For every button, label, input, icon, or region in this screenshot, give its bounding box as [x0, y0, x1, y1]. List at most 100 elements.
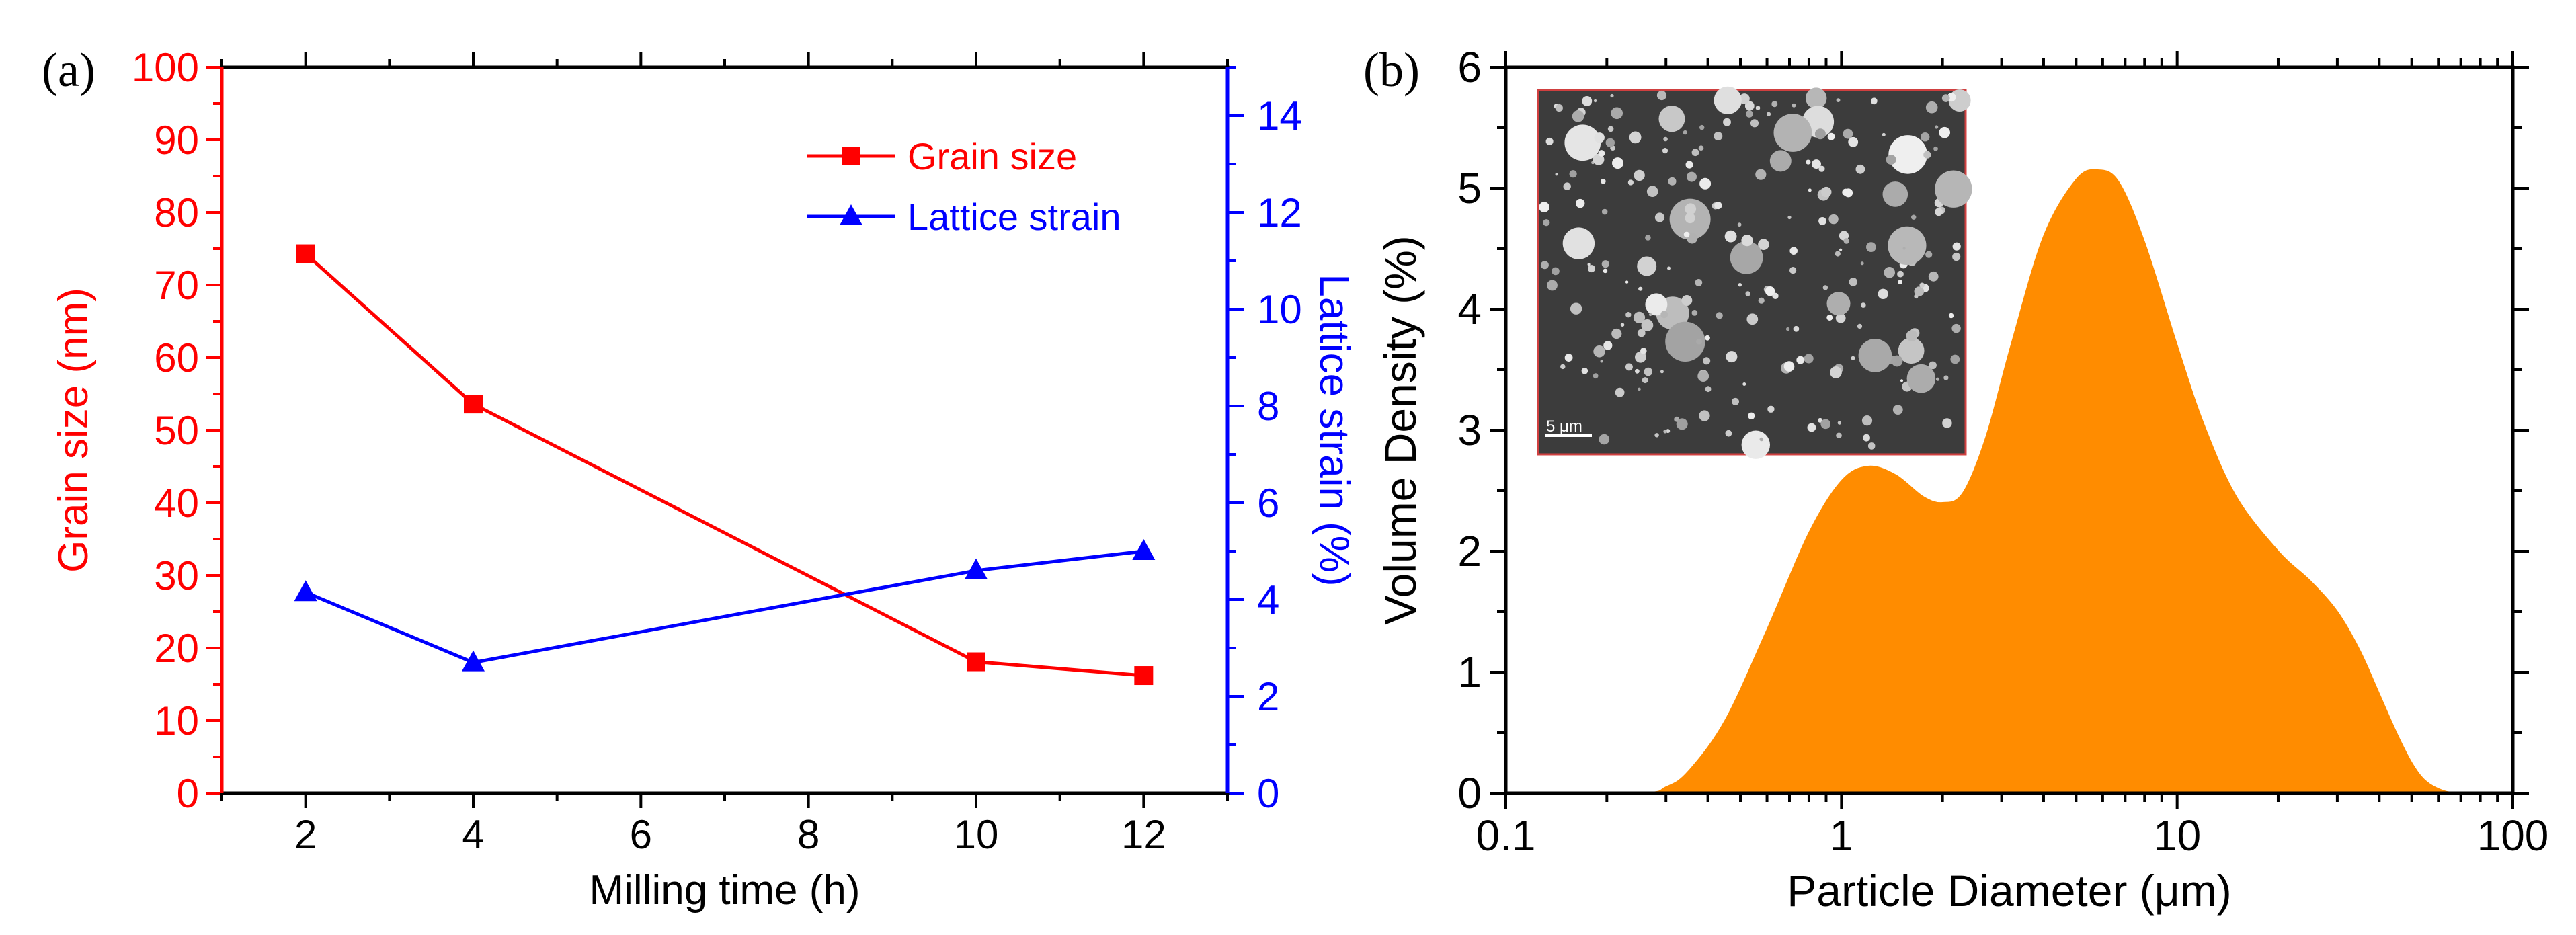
inset-particle [1593, 153, 1605, 165]
right-y-tick-label: 12 [1257, 190, 1302, 235]
inset-particle [1665, 321, 1705, 362]
inset-particle [1703, 357, 1711, 365]
inset-particle [1648, 313, 1652, 317]
y-tick-label: 0 [1457, 769, 1482, 817]
inset-particle [1691, 149, 1699, 157]
panel-a-ticks: 2 4 6 8 10 12 0 10 20 30 40 50 60 70 80 90 100 0 2 4 6 8 10 12 1… [132, 45, 1302, 857]
inset-particle [1714, 86, 1742, 114]
inset-particle [1569, 170, 1577, 178]
inset-particle [1758, 239, 1769, 251]
lattice-strain-point [1132, 539, 1156, 560]
inset-particle [1929, 361, 1937, 370]
inset-particle [1793, 325, 1800, 332]
inset-particle [1773, 114, 1812, 152]
inset-particle [1625, 312, 1632, 318]
inset-particle [1660, 370, 1664, 374]
inset-particle [1562, 227, 1595, 259]
inset-particle [1861, 302, 1866, 308]
inset-particle [1767, 405, 1775, 413]
inset-particle [1611, 328, 1622, 339]
inset-particle [1739, 93, 1750, 104]
inset-particle [1950, 354, 1960, 364]
inset-particle [1808, 188, 1812, 192]
left-y-tick-label: 70 [154, 263, 199, 308]
inset-particle [1593, 345, 1605, 358]
inset-particle [1928, 271, 1939, 282]
panel-b-y-axis-label: Volume Density (%) [1375, 235, 1425, 625]
inset-particle [1570, 302, 1582, 315]
inset-particle [1605, 138, 1615, 147]
inset-particle [1654, 212, 1665, 222]
inset-particle [1662, 148, 1668, 154]
inset-particle [1888, 226, 1927, 265]
inset-particle [1716, 312, 1723, 319]
inset-particle [1564, 354, 1573, 362]
inset-particle [1645, 293, 1668, 316]
inset-particle [1663, 136, 1668, 142]
inset-particle [1699, 410, 1710, 421]
inset-particle [1637, 329, 1646, 337]
left-y-tick-label: 50 [154, 408, 199, 453]
inset-particle [1705, 386, 1712, 393]
inset-particle [1726, 351, 1738, 363]
panel-a-legend: Grain size Lattice strain [807, 135, 1121, 238]
inset-particle [1835, 251, 1841, 257]
grain-size-line [304, 252, 1144, 678]
inset-scale-label: 5 μm [1546, 417, 1582, 436]
left-y-tick-label: 10 [154, 698, 199, 743]
inset-particle [1837, 421, 1841, 425]
y-tick-label: 3 [1457, 406, 1482, 454]
inset-particle [1594, 132, 1605, 143]
panel-a-right-axis-label: Lattice strain (%) [1311, 274, 1357, 586]
inset-particle [1681, 295, 1693, 306]
right-y-tick-label: 2 [1257, 674, 1279, 719]
inset-particle [1598, 150, 1605, 157]
inset-particle [1783, 361, 1795, 372]
inset-particle [1593, 373, 1599, 379]
inset-particle [1759, 437, 1764, 442]
inset-particle [1744, 101, 1755, 111]
panel-a-chart: (a) 2 4 6 8 10 12 0 10 20 30 40 50 60 70 80 90 100 0 2 4 6 8 1… [42, 43, 1357, 913]
inset-particle [1737, 222, 1742, 227]
inset-particle [1766, 112, 1771, 116]
inset-particle [1836, 432, 1842, 439]
inset-particle [1555, 104, 1563, 112]
inset-particle [1638, 286, 1643, 291]
inset-particle [1952, 252, 1961, 261]
inset-particle [1821, 186, 1832, 198]
right-y-tick-label: 10 [1257, 287, 1302, 332]
left-y-tick-label: 80 [154, 190, 199, 235]
inset-particle [1789, 267, 1797, 274]
legend-grain-size-label: Grain size [908, 135, 1077, 177]
inset-particle [1898, 337, 1925, 364]
x-tick-label: 4 [462, 812, 484, 857]
inset-particle [1637, 256, 1657, 276]
inset-particle [1787, 215, 1792, 220]
x-tick-label: 1 [1830, 811, 1854, 860]
left-y-tick-label: 0 [177, 771, 199, 816]
inset-particle [1921, 132, 1930, 142]
inset-particle [1882, 132, 1886, 136]
lattice-strain-point [294, 580, 317, 602]
inset-particle [1738, 283, 1742, 287]
right-y-tick-label: 0 [1257, 771, 1279, 816]
inset-particle [1925, 101, 1938, 114]
inset-particle [1745, 110, 1753, 118]
inset-particle [1593, 99, 1597, 103]
inset-particle [1697, 370, 1709, 382]
x-tick-label: 6 [630, 812, 652, 857]
inset-particle [1607, 126, 1614, 132]
inset-particle [1806, 87, 1827, 109]
legend-lattice-strain-label: Lattice strain [908, 196, 1121, 238]
panel-b-chart: (b) 0.1 1 10 100 0 1 2 3 4 5 6 Particle Diameter (… [1363, 43, 2548, 916]
inset-particle [1633, 311, 1646, 323]
inset-particle [1685, 212, 1695, 224]
inset-particle [1867, 442, 1876, 450]
inset-particle [1638, 387, 1641, 391]
inset-particle [1629, 131, 1642, 144]
inset-particle [1828, 214, 1839, 225]
inset-particle [1560, 364, 1566, 370]
inset-particle [1635, 351, 1646, 363]
inset-particle [1658, 106, 1685, 132]
